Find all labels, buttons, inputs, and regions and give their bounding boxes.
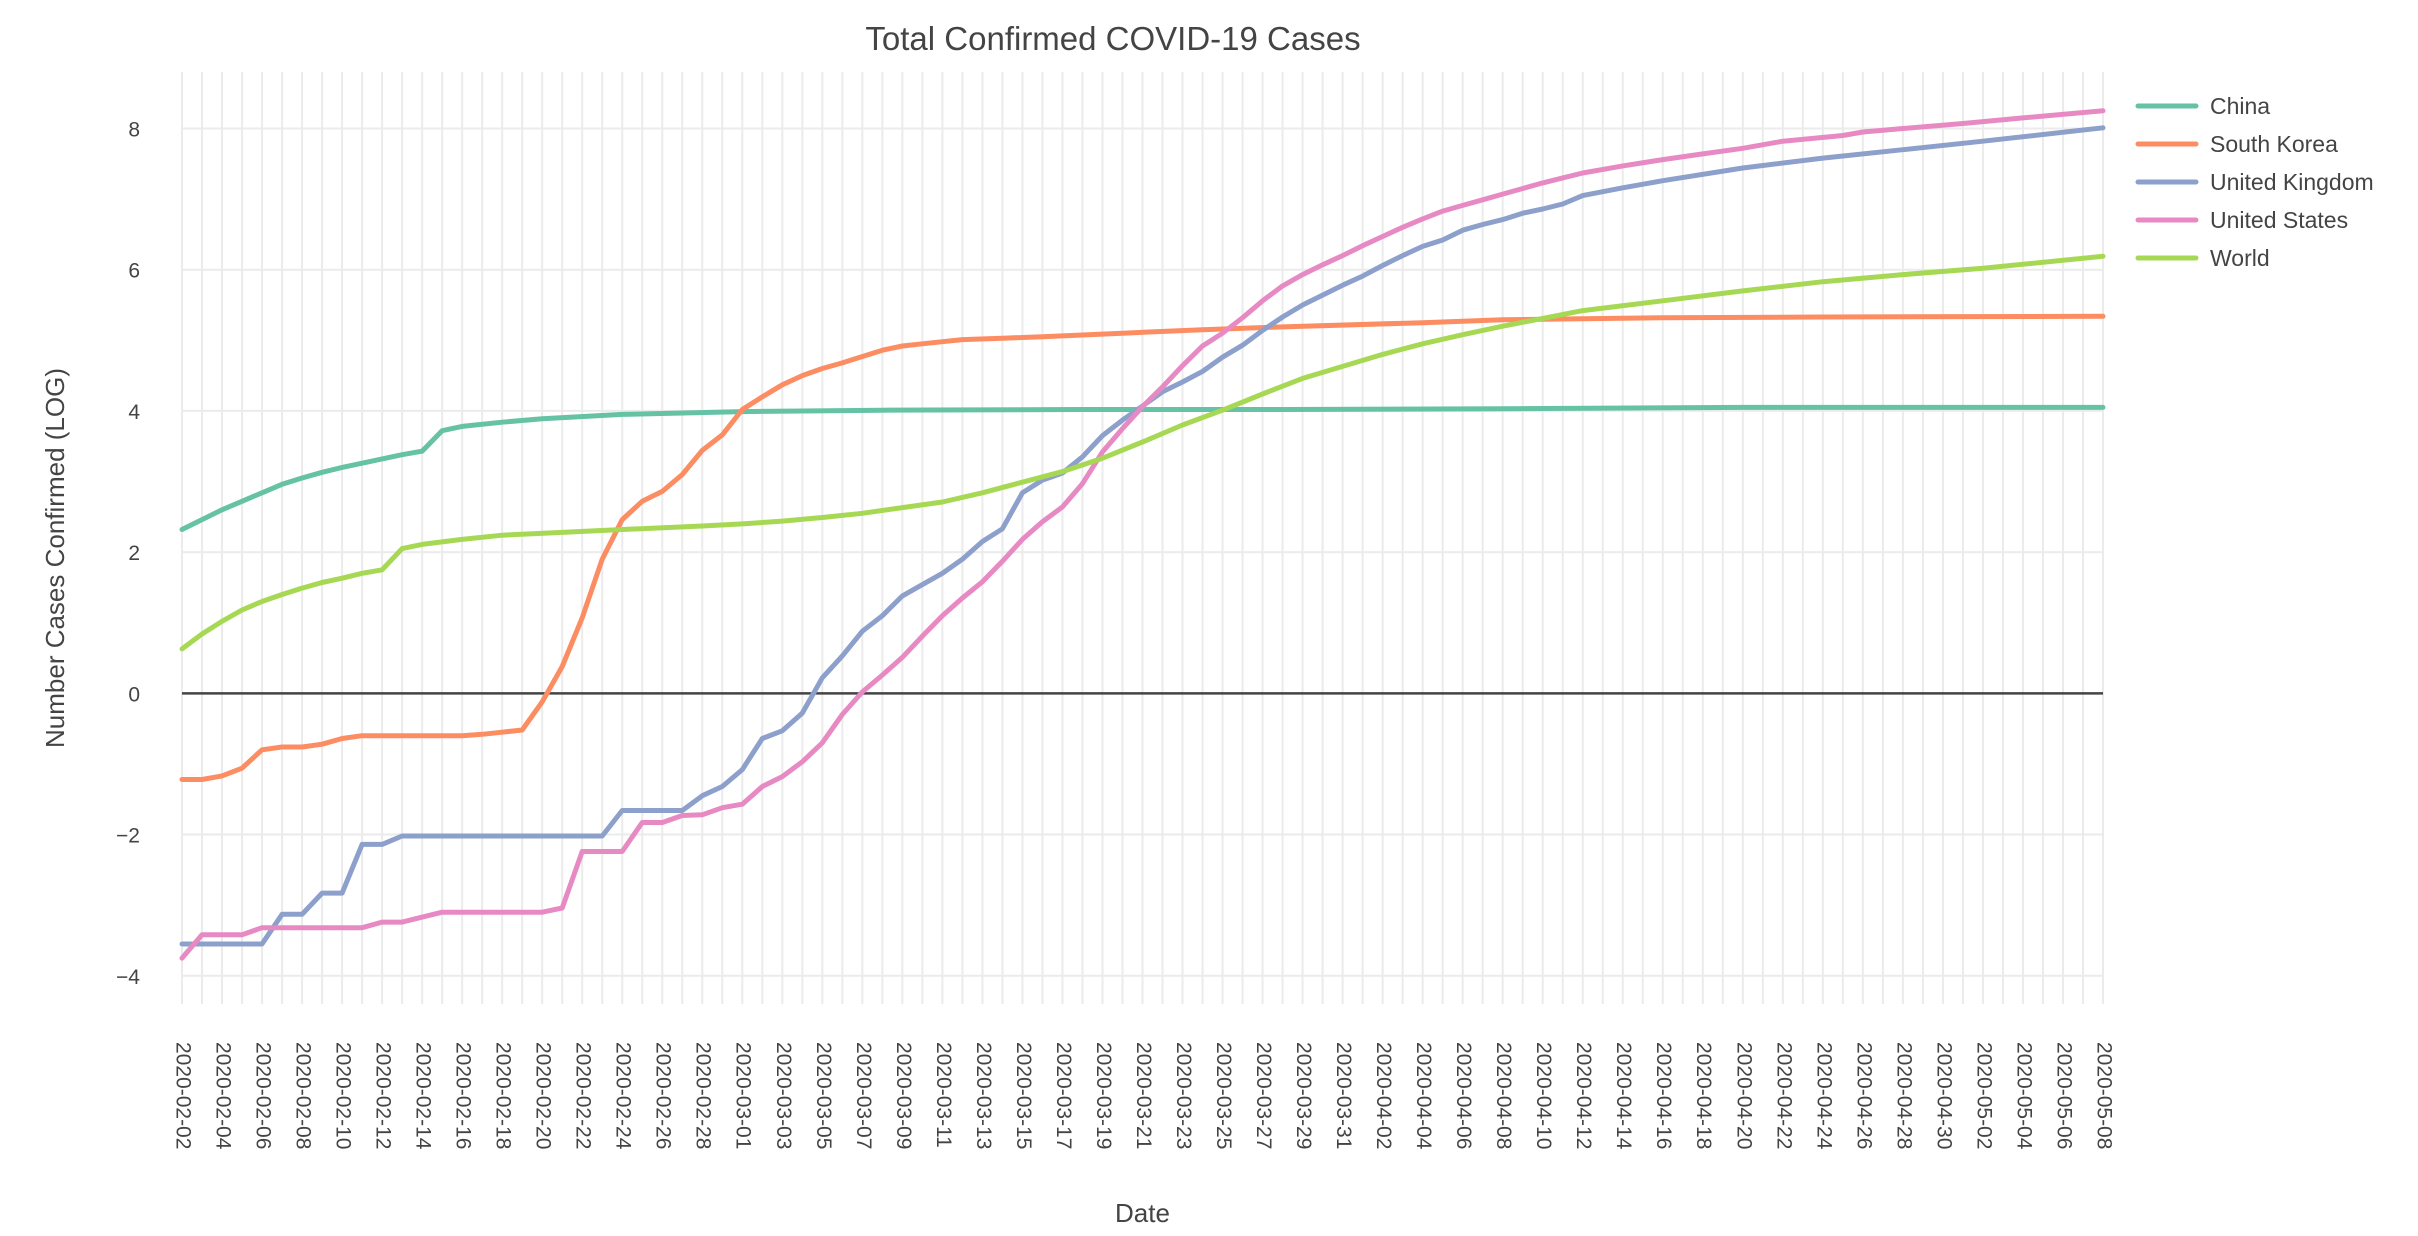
- x-tick-label: 2020-02-18: [492, 1042, 515, 1149]
- x-tick-label: 2020-05-04: [2012, 1042, 2035, 1150]
- y-tick-label: 2: [128, 542, 140, 565]
- x-tick-label: 2020-02-24: [612, 1042, 635, 1150]
- series-line-united-states: [179, 108, 2106, 961]
- x-tick-label: 2020-04-16: [1652, 1042, 1675, 1149]
- x-tick-label: 2020-03-27: [1252, 1042, 1275, 1149]
- x-tick-label: 2020-02-06: [251, 1042, 274, 1149]
- x-tick-label: 2020-02-22: [572, 1042, 595, 1149]
- x-tick-label: 2020-03-07: [852, 1042, 875, 1149]
- x-axis-title: Date: [1115, 1198, 1170, 1228]
- x-tick-label: 2020-03-21: [1132, 1042, 1155, 1149]
- x-tick-label: 2020-03-01: [732, 1042, 755, 1149]
- x-tick-label: 2020-02-12: [372, 1042, 395, 1149]
- y-tick-label: −2: [116, 825, 140, 848]
- x-tick-label: 2020-03-17: [1052, 1042, 1075, 1149]
- chart-title: Total Confirmed COVID-19 Cases: [865, 20, 1360, 57]
- y-tick-label: 0: [128, 683, 140, 706]
- x-tick-label: 2020-02-02: [171, 1042, 194, 1149]
- y-tick-label: 4: [128, 401, 140, 424]
- y-axis-title: Number Cases Confirmed (LOG): [40, 368, 70, 748]
- x-tick-label: 2020-04-06: [1452, 1042, 1475, 1149]
- series-line-world: [179, 253, 2106, 652]
- x-tick-label: 2020-04-12: [1572, 1042, 1595, 1149]
- series-line-china: [179, 404, 2106, 532]
- x-tick-label: 2020-02-08: [292, 1042, 315, 1149]
- x-tick-label: 2020-04-14: [1612, 1042, 1635, 1150]
- legend-label-world: World: [2210, 245, 2270, 271]
- legend-label-united-kingdom: United Kingdom: [2210, 169, 2374, 195]
- x-tick-label: 2020-04-28: [1892, 1042, 1915, 1149]
- x-tick-label: 2020-02-14: [412, 1042, 435, 1150]
- x-tick-label: 2020-03-25: [1212, 1042, 1235, 1149]
- x-tick-label: 2020-03-13: [972, 1042, 995, 1149]
- x-tick-label: 2020-03-31: [1332, 1042, 1355, 1149]
- x-tick-label: 2020-03-05: [812, 1042, 835, 1149]
- x-tick-label: 2020-03-29: [1292, 1042, 1315, 1149]
- y-tick-label: 8: [128, 118, 140, 141]
- x-tick-label: 2020-03-11: [932, 1042, 955, 1148]
- series-lines: [179, 108, 2106, 961]
- x-tick-label: 2020-05-06: [2052, 1042, 2075, 1149]
- x-tick-label: 2020-02-26: [652, 1042, 675, 1149]
- x-tick-label: 2020-03-03: [772, 1042, 795, 1149]
- x-tick-label: 2020-04-04: [1412, 1042, 1435, 1150]
- series-line-south-korea: [179, 313, 2106, 782]
- x-tick-label: 2020-02-20: [532, 1042, 555, 1149]
- x-tick-label: 2020-03-23: [1172, 1042, 1195, 1149]
- legend: China South Korea United Kingdom United Sta…: [2135, 93, 2374, 271]
- legend-label-china: China: [2210, 93, 2270, 119]
- x-tick-label: 2020-04-22: [1772, 1042, 1795, 1149]
- x-tick-label: 2020-04-24: [1812, 1042, 1835, 1150]
- legend-label-south-korea: South Korea: [2210, 131, 2338, 157]
- x-tick-label: 2020-04-18: [1692, 1042, 1715, 1149]
- y-tick-label: 6: [128, 260, 140, 283]
- legend-label-united-states: United States: [2210, 207, 2348, 233]
- y-tick-labels: −4 −2 0 2 4 6 8: [116, 118, 140, 988]
- x-tick-label: 2020-05-02: [1972, 1042, 1995, 1149]
- y-tick-label: −4: [116, 966, 140, 989]
- x-tick-label: 2020-04-08: [1492, 1042, 1515, 1149]
- x-tick-label: 2020-02-16: [452, 1042, 475, 1149]
- x-tick-label: 2020-02-04: [211, 1042, 234, 1150]
- x-tick-label: 2020-03-09: [892, 1042, 915, 1149]
- x-tick-label: 2020-03-19: [1092, 1042, 1115, 1149]
- x-tick-label: 2020-02-10: [332, 1042, 355, 1149]
- x-tick-label: 2020-02-28: [692, 1042, 715, 1149]
- x-tick-label: 2020-04-10: [1532, 1042, 1555, 1149]
- x-tick-label: 2020-05-08: [2092, 1042, 2115, 1149]
- x-tick-labels: 2020-02-02 2020-02-04 2020-02-06 2020-02-08…: [171, 1042, 2115, 1150]
- x-tick-label: 2020-04-26: [1852, 1042, 1875, 1149]
- x-tick-label: 2020-04-20: [1732, 1042, 1755, 1149]
- x-tick-label: 2020-04-30: [1932, 1042, 1955, 1149]
- x-tick-label: 2020-03-15: [1012, 1042, 1035, 1149]
- x-tick-label: 2020-04-02: [1372, 1042, 1395, 1149]
